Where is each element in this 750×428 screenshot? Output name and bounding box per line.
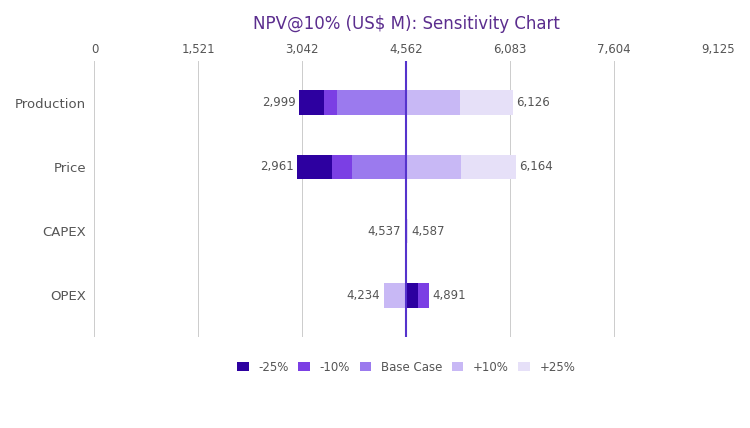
- Title: NPV@10% (US$ M): Sensitivity Chart: NPV@10% (US$ M): Sensitivity Chart: [253, 15, 560, 33]
- Text: 2,961: 2,961: [260, 160, 293, 173]
- Bar: [384, 283, 429, 308]
- Bar: [299, 90, 337, 115]
- Text: 4,587: 4,587: [412, 225, 445, 238]
- Text: 4,234: 4,234: [346, 289, 380, 302]
- Text: 2,999: 2,999: [262, 96, 296, 109]
- Bar: [297, 155, 352, 179]
- Bar: [406, 283, 418, 308]
- Bar: [299, 90, 324, 115]
- Bar: [297, 155, 461, 179]
- Legend: -25%, -10%, Base Case, +10%, +25%: -25%, -10%, Base Case, +10%, +25%: [232, 356, 580, 378]
- Bar: [299, 90, 460, 115]
- Bar: [297, 155, 406, 179]
- Text: 4,537: 4,537: [368, 225, 401, 238]
- Bar: [297, 155, 516, 179]
- Bar: [299, 90, 513, 115]
- Bar: [404, 219, 406, 244]
- Bar: [404, 219, 406, 244]
- Bar: [406, 283, 429, 308]
- Text: 4,891: 4,891: [432, 289, 466, 302]
- Bar: [404, 219, 408, 244]
- Bar: [384, 283, 406, 308]
- Text: 6,126: 6,126: [517, 96, 550, 109]
- Bar: [297, 155, 332, 179]
- Bar: [299, 90, 406, 115]
- Bar: [404, 219, 407, 244]
- Text: 6,164: 6,164: [519, 160, 553, 173]
